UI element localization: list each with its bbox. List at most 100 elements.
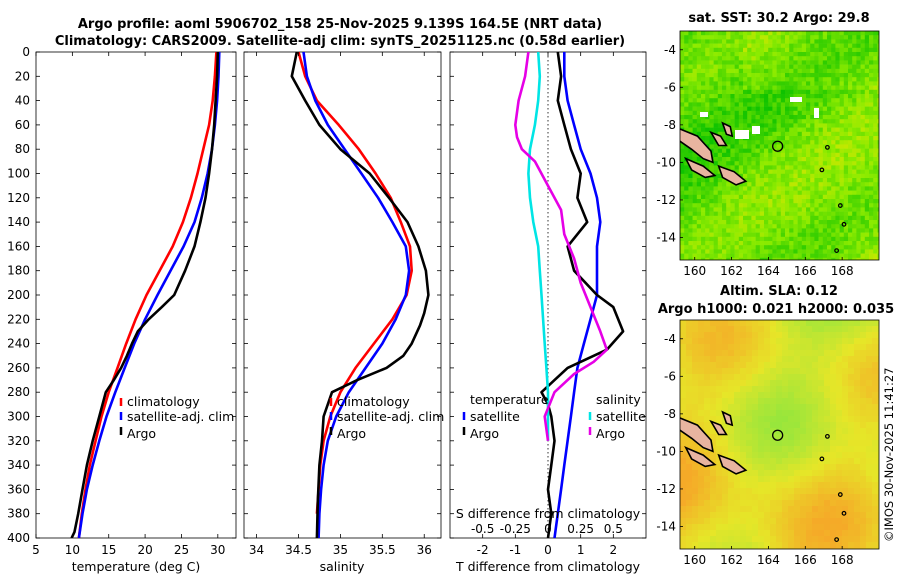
map-cell <box>814 220 819 225</box>
map-cell <box>726 64 731 70</box>
map-cell <box>806 115 811 120</box>
x-tick-label: 35 <box>333 543 348 557</box>
map-cell <box>866 536 873 543</box>
map-cell <box>684 257 689 260</box>
map-cell <box>743 203 748 208</box>
map-cell <box>836 452 843 459</box>
map-cell <box>806 220 811 225</box>
map-cell <box>780 119 786 124</box>
map-cell <box>746 542 753 549</box>
map-cell <box>743 211 748 217</box>
map-cell <box>818 446 825 453</box>
map-cell <box>686 362 693 369</box>
map-cell <box>772 94 777 99</box>
map-cell <box>722 518 729 525</box>
map-cell <box>814 194 819 200</box>
map-cell <box>709 178 714 183</box>
map-cell <box>680 115 685 120</box>
map-cell <box>878 332 879 339</box>
map-cell <box>780 115 786 120</box>
map-cell <box>680 220 685 225</box>
map-cell <box>705 140 710 145</box>
map-cell <box>806 253 811 259</box>
map-cell <box>878 488 879 495</box>
map-cell <box>877 241 879 246</box>
y-tick-label: 320 <box>7 434 30 448</box>
map-cell <box>869 245 874 250</box>
map-cell <box>878 380 879 387</box>
map-cell <box>759 52 765 57</box>
map-cell <box>755 190 761 196</box>
map-cell <box>814 224 819 229</box>
map-cell <box>716 440 723 447</box>
map-cell <box>722 253 727 259</box>
map-cell <box>759 60 765 65</box>
map-cell <box>873 173 878 179</box>
map-cell <box>864 73 870 78</box>
map-cell <box>793 161 798 166</box>
map-cell <box>878 512 879 519</box>
map-cell <box>768 131 773 137</box>
map-cell <box>776 152 782 158</box>
map-cell <box>789 215 794 221</box>
map-cell <box>726 194 731 200</box>
map-cell <box>830 446 837 453</box>
map-cell <box>831 131 836 137</box>
map-cell <box>831 232 836 238</box>
map-cell <box>686 326 693 333</box>
map-cell <box>722 56 727 61</box>
map-cell <box>764 186 769 191</box>
map-cell <box>722 482 729 489</box>
map-cell <box>696 178 702 183</box>
map-cell <box>797 127 803 133</box>
map-cell <box>688 182 693 187</box>
map-cell <box>764 482 771 489</box>
map-cell <box>806 148 811 154</box>
map-cell <box>843 161 849 166</box>
map-cell <box>822 173 828 179</box>
map-cell <box>793 60 798 65</box>
map-cell <box>872 482 879 489</box>
map-cell <box>794 374 801 381</box>
map-cell <box>800 344 807 351</box>
map-cell <box>877 194 879 200</box>
map-cell <box>692 60 698 65</box>
map-cell <box>864 169 870 175</box>
map-cell <box>801 211 807 217</box>
map-cell <box>800 482 807 489</box>
cloud-gap <box>814 108 819 118</box>
map-x-tick-label: 166 <box>794 553 817 567</box>
map-cell <box>734 190 740 196</box>
map-cell <box>768 245 773 250</box>
map-cell <box>824 362 831 369</box>
map-cell <box>704 548 711 549</box>
map-x-tick-label: 160 <box>683 553 706 567</box>
map-cell <box>768 224 773 229</box>
map-cell <box>758 494 765 501</box>
map-cell <box>801 60 807 65</box>
map-cell <box>692 356 699 363</box>
map-cell <box>755 186 761 191</box>
map-cell <box>782 470 789 477</box>
map-cell <box>701 106 706 112</box>
t-difference-xlabel: T difference from climatology <box>455 559 641 574</box>
map-cell <box>831 245 836 250</box>
map-cell <box>772 127 777 133</box>
map-cell <box>722 81 727 86</box>
series-line-satellite-adj-clim <box>302 52 411 538</box>
map-cell <box>810 140 815 145</box>
map-cell <box>860 338 867 345</box>
map-cell <box>854 530 861 537</box>
map-cell <box>830 380 837 387</box>
map-cell <box>827 140 832 145</box>
map-cell <box>797 43 803 49</box>
map-cell <box>776 60 782 65</box>
map-cell <box>740 350 747 357</box>
map-cell <box>822 224 828 229</box>
map-cell <box>764 344 771 351</box>
map-cell <box>864 257 870 260</box>
temperature-panel: 5 10 15 20 25 3002040608010012014016018020022… <box>7 45 237 574</box>
map-cell <box>709 60 714 65</box>
map-cell <box>709 182 714 187</box>
map-cell <box>705 102 710 107</box>
